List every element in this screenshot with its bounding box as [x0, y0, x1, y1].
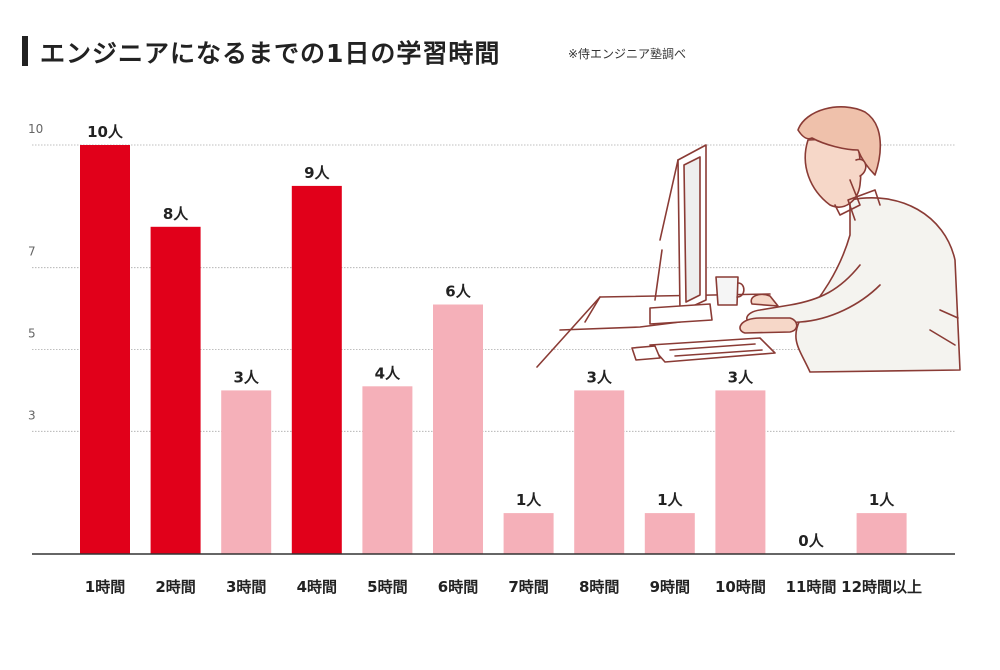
source-note: ※侍エンジニア塾調べ [568, 47, 687, 61]
bar [433, 304, 483, 554]
bar [362, 386, 413, 554]
category-label: 4時間 [297, 578, 337, 596]
bar-value-label: 6人 [445, 283, 471, 301]
y-tick-label: 3 [28, 408, 36, 422]
title-accent-bar [22, 36, 28, 66]
bars [80, 145, 907, 555]
bar-value-label: 0人 [798, 532, 824, 550]
y-tick-label: 5 [28, 327, 36, 341]
bar [856, 513, 907, 554]
person-at-computer-illustration [536, 106, 961, 373]
category-label: 6時間 [438, 578, 478, 596]
bar [644, 513, 695, 554]
bar [150, 226, 201, 555]
chart-title: エンジニアになるまでの1日の学習時間 [40, 39, 501, 68]
bar-value-label: 1人 [516, 491, 542, 509]
bar [503, 513, 554, 554]
bar [80, 145, 130, 554]
value-labels: 10人 8人 3人 9人 4人 6人 1人 3人 1人 3人 0人 1人 [87, 123, 895, 550]
category-label: 12時間以上 [841, 578, 922, 596]
category-label: 10時間 [715, 578, 766, 596]
bar-value-label: 9人 [304, 164, 330, 182]
category-label: 8時間 [579, 578, 619, 596]
bar [574, 390, 625, 554]
y-tick-label: 10 [28, 122, 43, 136]
bar-value-label: 3人 [728, 368, 754, 386]
bar-value-label: 3人 [586, 368, 612, 386]
category-label: 9時間 [650, 578, 690, 596]
y-axis-ticks: 3 5 7 10 [28, 122, 43, 422]
bar-value-label: 4人 [375, 364, 401, 382]
category-label: 7時間 [508, 578, 548, 596]
bar-value-label: 8人 [163, 205, 189, 223]
bar-value-label: 1人 [869, 491, 895, 509]
bar [221, 390, 272, 554]
bar-value-label: 3人 [233, 368, 259, 386]
y-tick-label: 7 [28, 245, 36, 259]
category-label: 5時間 [367, 578, 407, 596]
bar-value-label: 10人 [87, 123, 124, 141]
category-label: 2時間 [155, 578, 195, 596]
bar [715, 390, 766, 554]
bar-value-label: 1人 [657, 491, 683, 509]
bar [291, 185, 342, 554]
category-labels: 1時間 2時間 3時間 4時間 5時間 6時間 7時間 8時間 9時間 10時間 11時間 12時間以… [85, 578, 922, 596]
category-label: 11時間 [786, 578, 837, 596]
category-label: 1時間 [85, 578, 125, 596]
category-label: 3時間 [226, 578, 266, 596]
